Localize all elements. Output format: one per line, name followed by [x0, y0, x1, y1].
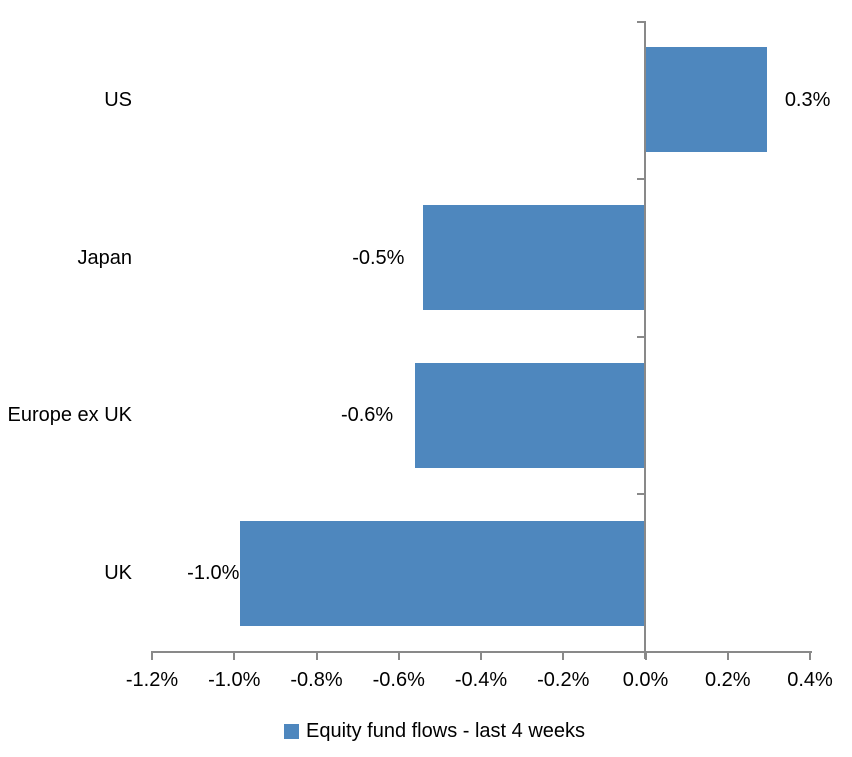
x-tick-label: 0.0%	[622, 669, 669, 691]
bar-uk	[240, 520, 646, 626]
x-tick-mark	[644, 652, 647, 660]
legend-label: Equity fund flows - last 4 weeks	[306, 720, 586, 742]
category-label: Europe ex UK	[7, 404, 132, 427]
bar-europe-ex-uk	[415, 362, 646, 468]
data-label: 0.3%	[784, 88, 831, 111]
x-tick-label: -0.8%	[290, 669, 343, 691]
x-tick-mark	[151, 652, 153, 660]
x-tick-mark	[480, 652, 482, 660]
x-tick-label: -0.6%	[372, 669, 425, 691]
legend: Equity fund flows - last 4 weeks	[284, 719, 585, 743]
data-label: -0.6%	[340, 404, 394, 427]
category-tick-mark	[636, 177, 645, 180]
legend-swatch-icon	[284, 723, 299, 739]
x-tick-label: -1.2%	[125, 669, 179, 691]
bar-japan	[423, 205, 646, 311]
category-label: Japan	[77, 246, 133, 269]
x-tick-label: -0.2%	[537, 669, 590, 691]
bar-us	[645, 47, 767, 153]
category-tick-mark	[636, 21, 645, 23]
data-label: -0.5%	[352, 246, 405, 269]
category-label: UK	[104, 562, 132, 585]
x-tick-mark	[562, 652, 565, 660]
x-tick-label: 0.2%	[704, 669, 751, 691]
category-tick-mark	[636, 493, 645, 496]
x-tick-mark	[233, 652, 236, 660]
x-tick-label: 0.4%	[787, 669, 833, 691]
x-tick-mark	[315, 652, 318, 660]
category-label: US	[104, 88, 132, 111]
x-tick-mark	[397, 652, 400, 660]
x-tick-label: -1.0%	[208, 669, 261, 691]
data-label: -1.0%	[187, 562, 240, 585]
x-tick-mark	[809, 652, 811, 660]
category-tick-mark	[636, 335, 645, 338]
x-tick-label: -0.4%	[454, 669, 508, 691]
x-tick-mark	[726, 652, 729, 660]
zero-baseline-axis	[644, 21, 646, 659]
